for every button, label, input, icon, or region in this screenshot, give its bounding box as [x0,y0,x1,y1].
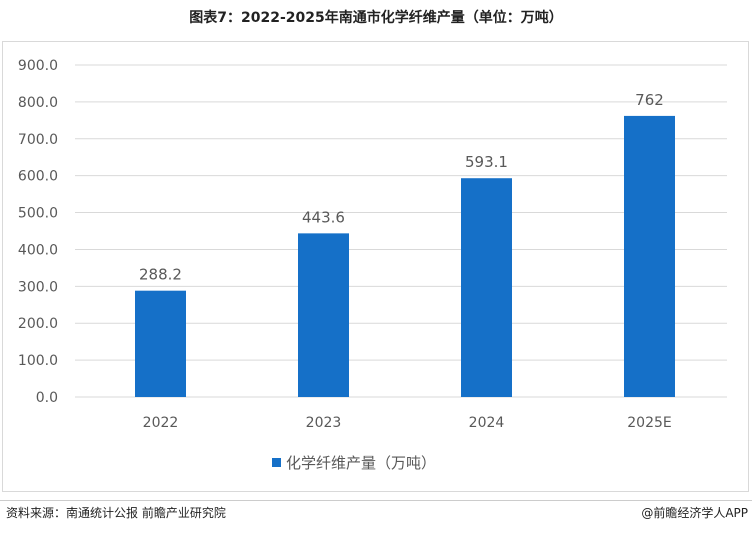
source-note: 资料来源：南通统计公报 前瞻产业研究院 [6,506,226,520]
y-axis-ticks: 0.0 100.0 200.0 300.0 400.0 500.0 600.0 700.0 80… [18,58,58,406]
y-tick-label: 900.0 [18,58,58,74]
data-labels: 288.2 443.6 593.1 762 [139,91,664,284]
y-tick-label: 500.0 [18,206,58,222]
bar-2022 [135,290,186,397]
chart-frame [2,41,749,492]
data-label-2022: 288.2 [139,266,182,284]
data-label-2024: 593.1 [465,153,508,171]
bar-chart: 0.0 100.0 200.0 300.0 400.0 500.0 600.0 700.0 80… [18,58,727,472]
bar-2024 [461,178,512,397]
y-tick-label: 400.0 [18,242,58,258]
y-tick-label: 100.0 [18,353,58,369]
x-tick-label-2023: 2023 [306,415,342,431]
credit-text: @前瞻经济学人APP [641,506,748,520]
y-tick-label: 800.0 [18,95,58,111]
y-tick-label: 600.0 [18,169,58,185]
chart-title: 图表7：2022-2025年南通市化学纤维产量（单位：万吨） [189,10,563,26]
x-tick-label-2022: 2022 [143,415,179,431]
y-tick-label: 0.0 [36,390,58,406]
legend-swatch [272,458,281,467]
x-tick-label-2025e: 2025E [627,415,671,431]
footer-divider [0,500,752,501]
y-tick-label: 300.0 [18,279,58,295]
legend: 化学纤维产量（万吨） [272,454,436,472]
bar-2023 [298,233,349,397]
x-axis-ticks: 2022 2023 2024 2025E [143,415,672,431]
x-tick-label-2024: 2024 [469,415,505,431]
bar-2025e [624,115,675,397]
data-label-2023: 443.6 [302,208,345,226]
bars [135,115,675,397]
y-tick-label: 200.0 [18,316,58,332]
data-label-2025e: 762 [635,91,664,109]
legend-label: 化学纤维产量（万吨） [286,454,436,472]
y-tick-label: 700.0 [18,132,58,148]
